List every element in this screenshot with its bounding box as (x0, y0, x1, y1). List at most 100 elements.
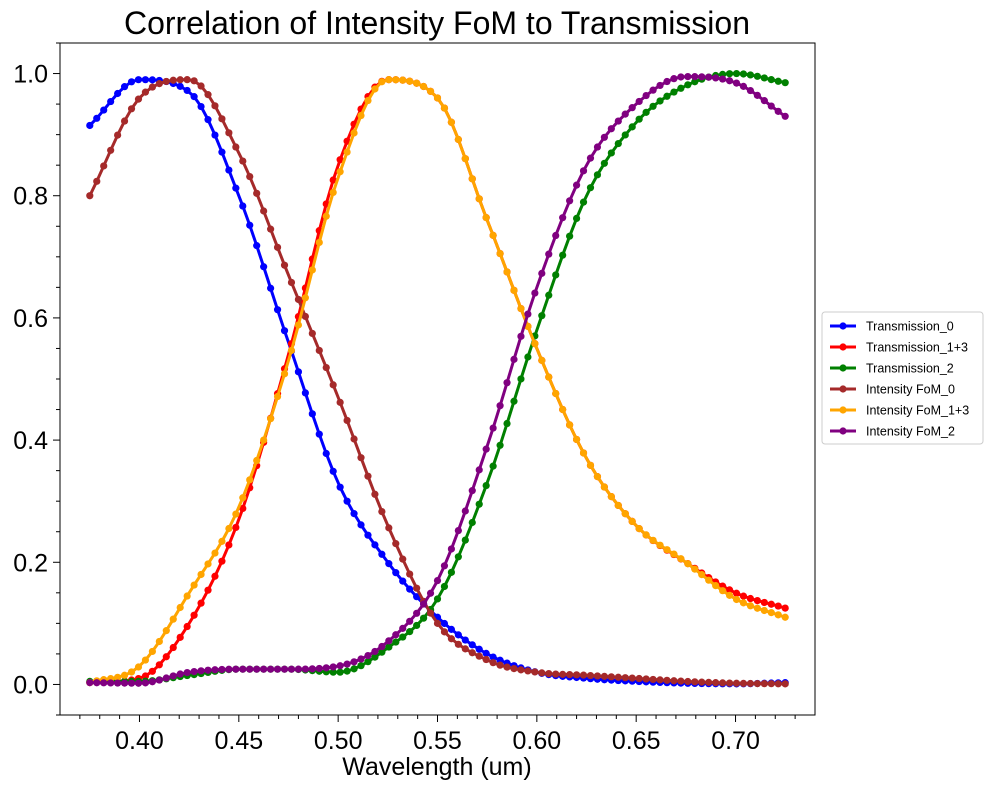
data-point (593, 672, 602, 680)
data-point (336, 168, 344, 176)
data-point (586, 461, 595, 469)
data-point (86, 679, 94, 687)
data-point (510, 397, 518, 405)
data-point (440, 562, 449, 570)
data-point (246, 221, 254, 229)
data-point (239, 202, 247, 210)
data-point (350, 658, 358, 666)
data-point (663, 546, 671, 554)
data-point (621, 131, 629, 139)
data-point (677, 73, 685, 81)
data-point (510, 355, 518, 363)
data-point (385, 643, 393, 651)
data-point (649, 102, 657, 110)
data-point (461, 155, 469, 163)
y-tick-label: 1.0 (13, 61, 48, 89)
legend-item: Transmission_0 (830, 320, 954, 334)
data-point (559, 670, 567, 678)
data-point (739, 70, 748, 78)
data-point (232, 510, 240, 518)
data-point (517, 332, 525, 340)
data-point (447, 635, 456, 643)
data-point (531, 289, 539, 297)
data-point (489, 424, 497, 432)
data-point (552, 389, 560, 398)
data-point (378, 78, 386, 86)
data-point (725, 591, 734, 599)
data-point (308, 329, 316, 338)
data-point (621, 110, 629, 118)
series-line (88, 78, 786, 686)
data-point (246, 172, 254, 181)
data-point (642, 91, 650, 100)
series-line (89, 75, 787, 685)
data-point (774, 602, 782, 610)
data-point (712, 74, 720, 82)
data-point (559, 405, 567, 414)
data-point (635, 115, 643, 123)
x-tick-label: 0.55 (413, 727, 462, 755)
data-point (169, 643, 177, 652)
data-point (246, 665, 254, 673)
data-point (593, 143, 602, 151)
data-point (663, 77, 671, 86)
data-point (225, 665, 233, 673)
data-point (559, 214, 567, 222)
data-point (162, 627, 170, 635)
data-point (691, 73, 699, 81)
data-point (579, 449, 588, 457)
data-point (566, 671, 574, 679)
series-line (89, 78, 786, 685)
data-point (433, 619, 442, 627)
data-point (614, 139, 622, 148)
data-point (148, 667, 156, 675)
data-point (371, 85, 379, 93)
data-point (190, 581, 198, 589)
data-point (343, 660, 351, 668)
data-point (656, 97, 664, 105)
data-point (746, 71, 755, 79)
data-point (461, 507, 469, 515)
data-point (753, 679, 761, 688)
data-point (760, 606, 768, 615)
data-point (176, 82, 184, 90)
data-point (482, 445, 490, 453)
data-point (301, 312, 309, 321)
data-point (322, 664, 330, 672)
data-point (357, 655, 365, 663)
data-point (287, 278, 296, 287)
data-point (545, 250, 553, 258)
data-point (579, 167, 588, 175)
data-point (705, 678, 713, 686)
data-point (406, 617, 414, 625)
data-point (155, 661, 163, 669)
data-point (419, 600, 428, 608)
data-point (760, 598, 768, 607)
data-point (260, 665, 268, 673)
data-point (566, 232, 574, 240)
data-point (774, 77, 782, 85)
data-point (461, 536, 469, 544)
data-point (656, 676, 664, 684)
data-point (148, 678, 156, 686)
data-point (670, 677, 678, 685)
data-point (767, 102, 775, 110)
data-point (329, 467, 337, 475)
data-point (120, 117, 129, 125)
data-point (719, 587, 727, 595)
data-point (433, 94, 442, 102)
data-point (127, 105, 136, 113)
data-point (114, 673, 122, 681)
data-point (204, 116, 212, 124)
data-point (273, 665, 282, 673)
data-point (767, 680, 775, 688)
data-point (280, 370, 289, 378)
data-point (712, 679, 720, 687)
data-point (399, 624, 407, 632)
data-point (280, 665, 289, 673)
data-point (378, 642, 386, 651)
data-point (781, 613, 789, 621)
data-point (336, 662, 344, 670)
data-point (760, 680, 768, 688)
data-point (392, 540, 400, 548)
